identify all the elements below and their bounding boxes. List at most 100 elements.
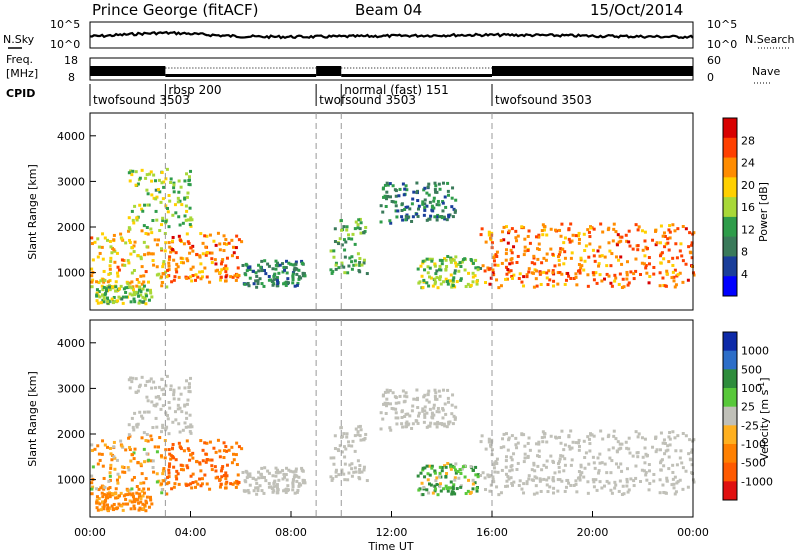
power-cell	[593, 259, 597, 263]
velocity-cell	[492, 463, 496, 467]
velocity-cell	[504, 465, 508, 469]
velocity-cell	[410, 409, 414, 413]
velocity-cell	[155, 402, 159, 406]
colorbar-tick-label: 28	[741, 134, 755, 147]
velocity-cell	[346, 478, 350, 482]
power-cell	[522, 275, 526, 279]
velocity-cell	[274, 484, 278, 488]
power-cell	[574, 272, 578, 276]
power-cell	[533, 268, 537, 272]
power-cell	[301, 262, 305, 266]
velocity-cell	[148, 379, 152, 383]
power-cell	[673, 229, 677, 233]
velocity-cell	[577, 441, 581, 445]
power-cell	[119, 232, 123, 236]
power-cell	[173, 203, 177, 207]
power-cell	[127, 226, 131, 230]
velocity-cell	[404, 391, 408, 395]
velocity-cell	[330, 478, 334, 482]
velocity-cell	[460, 467, 464, 471]
velocity-cell	[232, 458, 236, 462]
power-cell	[133, 300, 137, 304]
velocity-cell	[130, 493, 134, 497]
velocity-cell	[553, 471, 557, 475]
power-cell	[140, 229, 144, 233]
power-cell	[179, 185, 183, 189]
power-cell	[137, 301, 141, 305]
velocity-cell	[181, 428, 185, 432]
power-cell	[426, 265, 430, 269]
power-cell	[428, 200, 432, 204]
power-cell	[283, 268, 287, 272]
velocity-cell	[205, 441, 209, 445]
velocity-cell	[410, 426, 414, 430]
velocity-cell	[257, 476, 261, 480]
velocity-cell	[120, 444, 124, 448]
power-cell	[151, 219, 155, 223]
velocity-cell	[291, 483, 295, 487]
velocity-cell	[140, 436, 144, 440]
velocity-cell	[246, 488, 250, 492]
velocity-cell	[600, 486, 604, 490]
velocity-cell	[668, 437, 672, 441]
velocity-cell	[454, 405, 458, 409]
velocity-cell	[154, 395, 158, 399]
power-cell	[301, 274, 305, 278]
velocity-cell	[150, 438, 154, 442]
velocity-cell	[658, 491, 662, 495]
velocity-cell	[600, 461, 604, 465]
velocity-cell	[214, 469, 218, 473]
velocity-cell	[445, 472, 449, 476]
velocity-cell	[426, 392, 430, 396]
power-cell	[346, 271, 350, 275]
velocity-cell	[113, 456, 117, 460]
power-cell	[224, 264, 228, 268]
power-cell	[577, 231, 581, 235]
velocity-cell	[167, 471, 171, 475]
power-cell	[163, 249, 167, 253]
velocity-cell	[582, 475, 586, 479]
power-cell	[535, 269, 539, 273]
velocity-cell	[141, 502, 145, 506]
velocity-cell	[522, 482, 526, 486]
velocity-cell	[654, 435, 658, 439]
power-cell	[142, 274, 146, 278]
velocity-cell	[247, 473, 251, 477]
velocity-cell	[674, 449, 678, 453]
velocity-cell	[135, 425, 139, 429]
power-cell	[208, 233, 212, 237]
power-cell	[423, 259, 427, 263]
power-cell	[260, 268, 264, 272]
velocity-cell	[142, 447, 146, 451]
x-tick-label: 16:00	[476, 526, 508, 539]
power-cell	[167, 274, 171, 278]
velocity-cell	[586, 480, 590, 484]
power-cell	[219, 262, 223, 266]
velocity-cell	[96, 501, 100, 505]
power-cell	[137, 178, 141, 182]
velocity-cell	[135, 423, 139, 427]
velocity-cell	[108, 495, 112, 499]
power-cell	[526, 234, 530, 238]
power-cell	[645, 271, 649, 275]
velocity-cell	[421, 409, 425, 413]
power-cell	[655, 241, 659, 245]
power-cell	[222, 234, 226, 238]
velocity-cell	[396, 416, 400, 420]
velocity-cell	[542, 431, 546, 435]
velocity-cell	[155, 480, 159, 484]
power-cell	[194, 273, 198, 277]
power-cell	[423, 202, 427, 206]
velocity-cell	[495, 485, 499, 489]
velocity-cell	[474, 465, 478, 469]
power-cell	[492, 256, 496, 260]
power-cell	[558, 228, 562, 232]
velocity-cell	[561, 454, 565, 458]
power-cell	[230, 238, 234, 242]
velocity-cell	[271, 486, 275, 490]
velocity-cell	[135, 491, 139, 495]
power-cell	[460, 260, 464, 264]
power-cell	[160, 280, 164, 284]
velocity-cell	[110, 504, 114, 508]
velocity-cell	[510, 458, 514, 462]
